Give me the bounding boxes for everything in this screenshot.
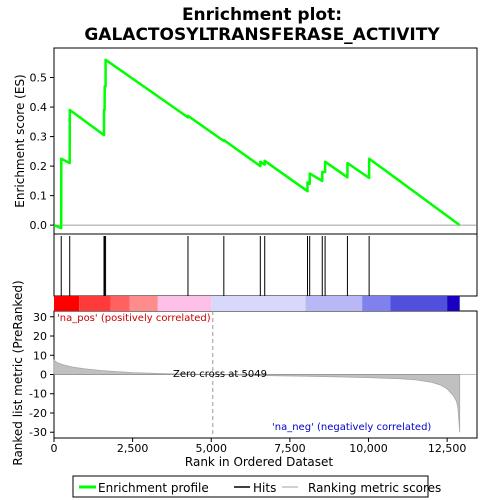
colorbar-segment xyxy=(390,296,448,311)
pos-correlated-label: 'na_pos' (positively correlated) xyxy=(57,313,211,324)
es-ytick-label: 0.1 xyxy=(30,190,48,203)
legend: Enrichment profile Hits Ranking metric s… xyxy=(72,475,441,498)
x-axis-label: Rank in Ordered Dataset xyxy=(185,455,333,469)
metric-ytick-label: -20 xyxy=(29,407,47,420)
es-ytick-label: 0.2 xyxy=(30,160,48,173)
es-ytick-label: 0.5 xyxy=(30,72,48,85)
colorbar-segment xyxy=(79,296,111,311)
x-tick-label: 7,500 xyxy=(274,442,306,455)
hit-markers xyxy=(60,236,370,296)
x-tick-label: 0 xyxy=(51,442,58,455)
es-ylabel: Enrichment score (ES) xyxy=(13,74,27,207)
es-panel-frame xyxy=(53,47,478,235)
metric-ytick-label: 20 xyxy=(33,330,47,343)
rank-colorbar xyxy=(54,296,460,311)
colorbar-segment xyxy=(447,296,460,311)
x-axis: 0 2,500 5,000 7,500 10,000 12,500 xyxy=(51,438,467,455)
metric-ytick-label: 0 xyxy=(40,369,47,382)
metric-ytick-label: -30 xyxy=(29,426,47,439)
es-panel: 0.0 0.1 0.2 0.3 0.4 0.5 xyxy=(30,72,477,232)
neg-correlated-label: 'na_neg' (negatively correlated) xyxy=(272,422,431,433)
enrichment-profile-line xyxy=(53,58,461,230)
hits-panel-frame xyxy=(53,233,478,297)
metric-panel: 30 20 10 0 -10 -20 -30 Zero cross at 5049 'na_po… xyxy=(29,311,477,439)
legend-hits-label: Hits xyxy=(253,481,276,495)
metric-ytick-label: 10 xyxy=(33,349,47,362)
colorbar-segment xyxy=(157,296,212,311)
metric-ylabel: Ranked list metric (PreRanked) xyxy=(11,280,25,465)
colorbar-segment xyxy=(110,296,130,311)
es-ytick-label: 0.4 xyxy=(30,101,48,114)
chart-title-line1: Enrichment plot: xyxy=(182,5,342,25)
x-tick-label: 10,000 xyxy=(349,442,388,455)
x-tick-label: 5,000 xyxy=(195,442,227,455)
colorbar-segment xyxy=(362,296,391,311)
colorbar-segment xyxy=(54,296,80,311)
enrichment-profile-series xyxy=(53,58,461,230)
x-tick-label: 12,500 xyxy=(428,442,467,455)
zero-cross-label: Zero cross at 5049 xyxy=(173,369,267,380)
colorbar-segment xyxy=(305,296,363,311)
legend-box xyxy=(72,475,429,498)
chart-title-line2: GALACTOSYLTRANSFERASE_ACTIVITY xyxy=(84,25,440,45)
es-ytick-label: 0.3 xyxy=(30,131,48,144)
metric-ytick-label: 30 xyxy=(33,311,47,324)
legend-enrichment-label: Enrichment profile xyxy=(98,481,209,495)
es-ytick-label: 0.0 xyxy=(30,219,48,232)
x-tick-label: 2,500 xyxy=(117,442,149,455)
colorbar-segment xyxy=(211,296,306,311)
metric-ytick-label: -10 xyxy=(29,388,47,401)
colorbar-segment xyxy=(129,296,158,311)
legend-metric-label: Ranking metric scores xyxy=(308,481,441,495)
